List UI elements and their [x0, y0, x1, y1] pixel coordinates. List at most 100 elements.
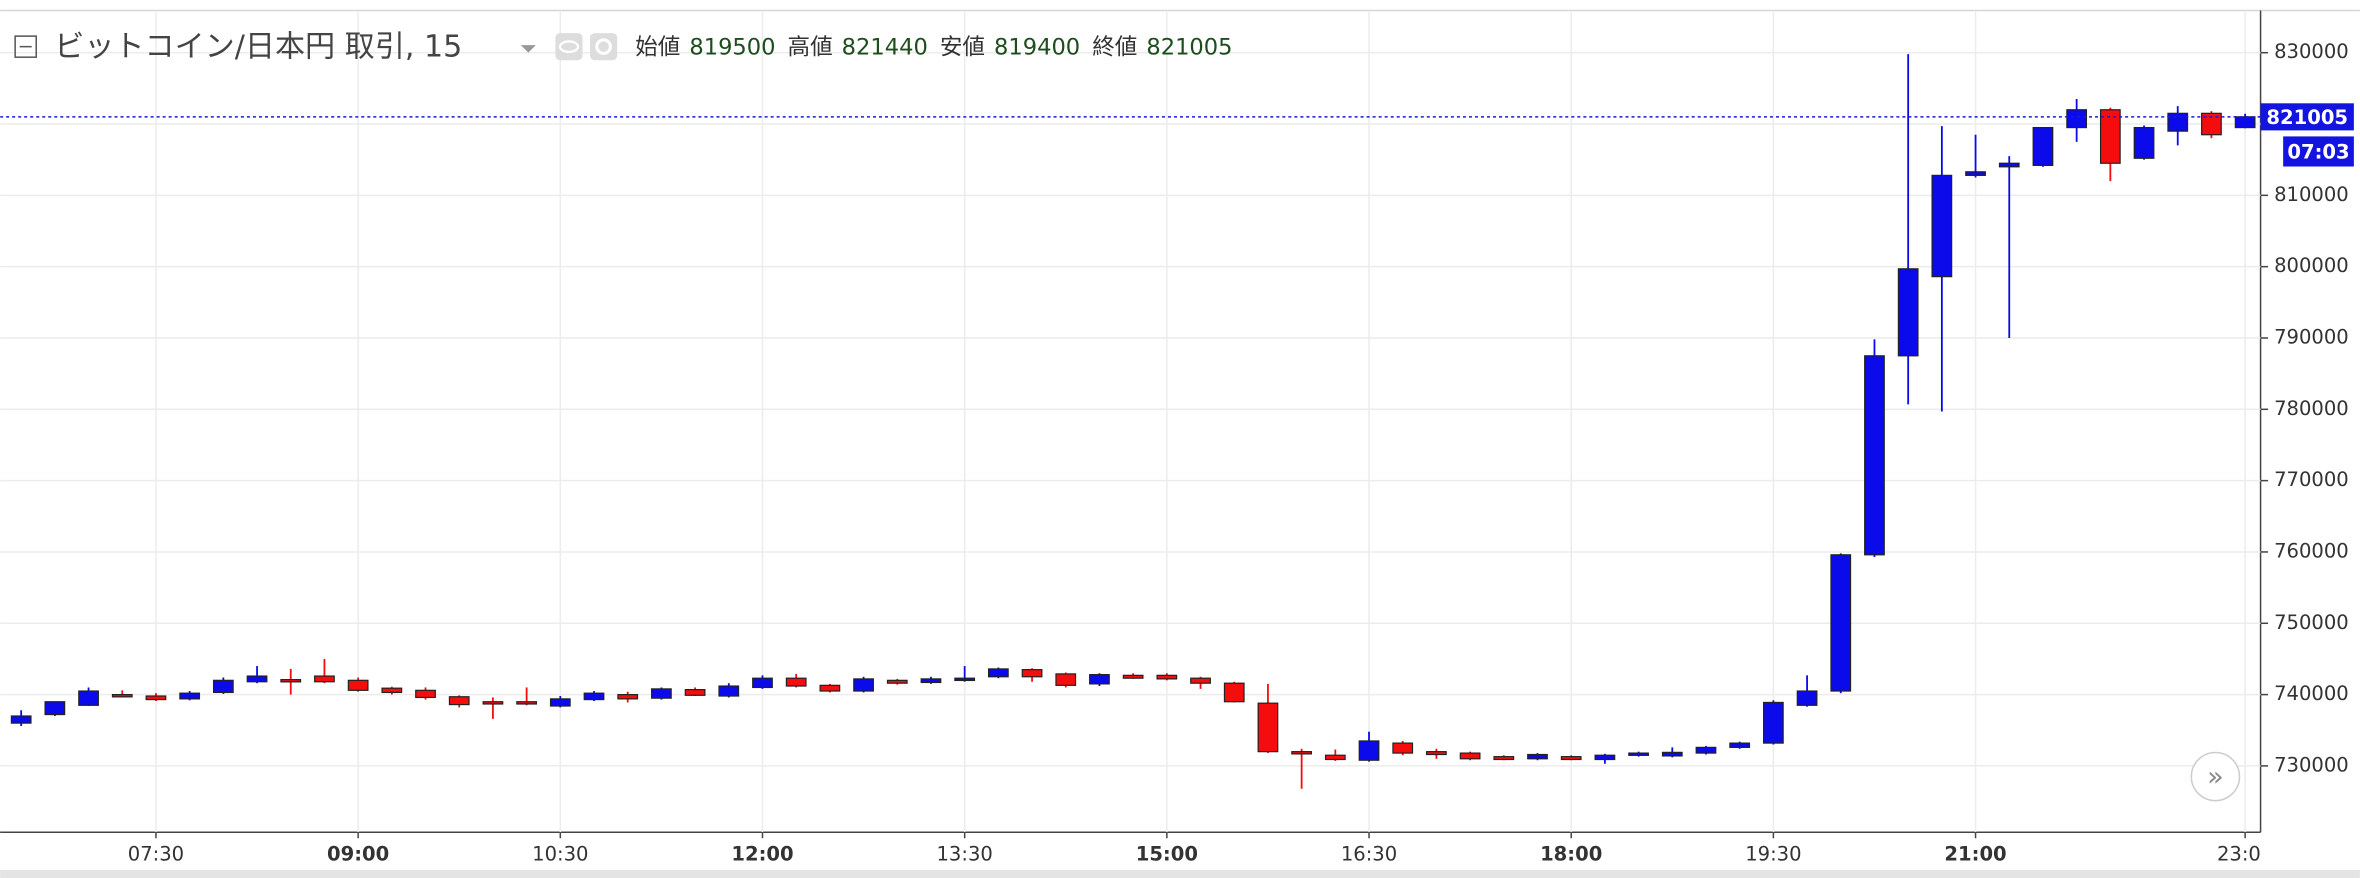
candle-body [1897, 268, 1919, 357]
ohlc-value: 819500 [689, 35, 775, 61]
candle-body [1223, 682, 1245, 703]
candle-body [1089, 674, 1110, 685]
candle-body [920, 678, 942, 684]
candle-body [1021, 669, 1043, 678]
candle-body [1830, 554, 1852, 692]
y-tick-label: 810000 [2274, 183, 2349, 206]
candle-body [1426, 751, 1447, 756]
x-tick-label: 07:30 [128, 842, 184, 865]
candle-body [1965, 171, 1986, 176]
candle-body [2099, 109, 2121, 164]
candle-body [684, 689, 706, 696]
y-tick-label: 800000 [2274, 254, 2349, 277]
candle-body [1560, 756, 1582, 761]
candle-body [1190, 677, 1211, 684]
candle-body [1156, 674, 1178, 680]
candle-body [819, 684, 841, 692]
candle-body [1459, 752, 1481, 760]
eye-icon[interactable] [555, 33, 583, 61]
candle-body [1931, 174, 1953, 278]
settings-icon[interactable] [590, 33, 618, 61]
candle-body [448, 696, 470, 706]
candle-body [2167, 112, 2189, 132]
candle-body [246, 675, 268, 683]
dropdown-arrow[interactable] [520, 45, 536, 53]
x-tick-label: 21:00 [1944, 842, 2006, 865]
candle-body [347, 679, 369, 691]
x-tick-label: 13:30 [936, 842, 992, 865]
plot-area [0, 12, 2261, 833]
y-tick-label: 740000 [2274, 682, 2349, 705]
candle-body [853, 678, 874, 692]
ohlc-value: 821005 [1146, 35, 1232, 61]
candle-body [1055, 673, 1077, 686]
ohlc-label: 終値 [1092, 35, 1137, 61]
ohlc-label: 安値 [940, 35, 985, 61]
candle-body [2234, 116, 2256, 129]
candle-body [1628, 752, 1649, 756]
x-tick-label: 18:00 [1540, 842, 1602, 865]
candle-body [583, 692, 605, 701]
candle-body [145, 695, 167, 701]
candle-body [78, 690, 99, 706]
countdown-label: 07:03 [2287, 140, 2349, 163]
chart-title: ビットコイン/日本円 取引, 15 [54, 30, 462, 65]
candle-body [1122, 674, 1144, 679]
collapse-icon[interactable] [14, 35, 37, 58]
candle-body [2032, 126, 2054, 166]
candle-body [212, 679, 234, 694]
candle-body [1527, 753, 1548, 760]
scroll-icon: » [2207, 762, 2224, 793]
candle-body [1864, 355, 1885, 556]
y-tick-label: 830000 [2274, 40, 2349, 63]
y-tick-label: 770000 [2274, 468, 2349, 491]
candle-body [549, 698, 571, 707]
bottom-strip [0, 869, 2360, 878]
candle-body [2066, 109, 2088, 129]
candle-body [987, 668, 1009, 678]
x-tick-label: 19:30 [1745, 842, 1801, 865]
candle-body [886, 679, 908, 684]
x-tick-label: 12:00 [731, 842, 793, 865]
candle-body [1392, 742, 1414, 754]
candle-body [954, 677, 976, 682]
x-tick-label: 09:00 [327, 842, 389, 865]
x-tick-label: 10:30 [532, 842, 588, 865]
candle-body [1796, 690, 1818, 706]
y-tick-label: 750000 [2274, 611, 2349, 634]
candle-body [1695, 746, 1717, 754]
candle-body [1257, 702, 1279, 753]
y-tick-label: 780000 [2274, 397, 2349, 420]
ohlc-label: 始値 [635, 35, 680, 61]
eye-shape [558, 40, 580, 54]
candle-body [1661, 751, 1683, 757]
scroll-button[interactable] [2190, 751, 2241, 802]
candle-body [617, 693, 639, 700]
gear-shape [595, 38, 612, 55]
y-tick-label: 790000 [2274, 325, 2349, 348]
candle-body [415, 689, 436, 699]
candle-body [1729, 742, 1751, 748]
candle-body [1291, 751, 1313, 755]
candle-body [482, 701, 504, 705]
ohlc-label: 高値 [788, 35, 833, 61]
y-tick-label: 760000 [2274, 539, 2349, 562]
countdown-box [2283, 136, 2354, 167]
x-tick-label: 23:00 [2217, 842, 2273, 865]
candle-body [10, 715, 32, 724]
candle-body [44, 701, 66, 716]
last-price-box [2260, 103, 2354, 131]
candle-body [1594, 754, 1616, 761]
x-labels: 07:30 09:00 10:30 12:00 13:30 15:00 16:30 18:00… [128, 842, 2273, 865]
candle-body [718, 685, 740, 697]
overlay: ビットコイン/日本円 取引, 15 » 始値 819500 高値 821440 安値 81… [14, 30, 2241, 802]
candle-body [111, 693, 133, 698]
candle-body [516, 701, 538, 705]
candle-body [651, 688, 672, 699]
candle-body [381, 687, 403, 694]
candle-body [1493, 756, 1515, 761]
candle-body [1998, 162, 2020, 168]
candle-body [1324, 754, 1346, 761]
